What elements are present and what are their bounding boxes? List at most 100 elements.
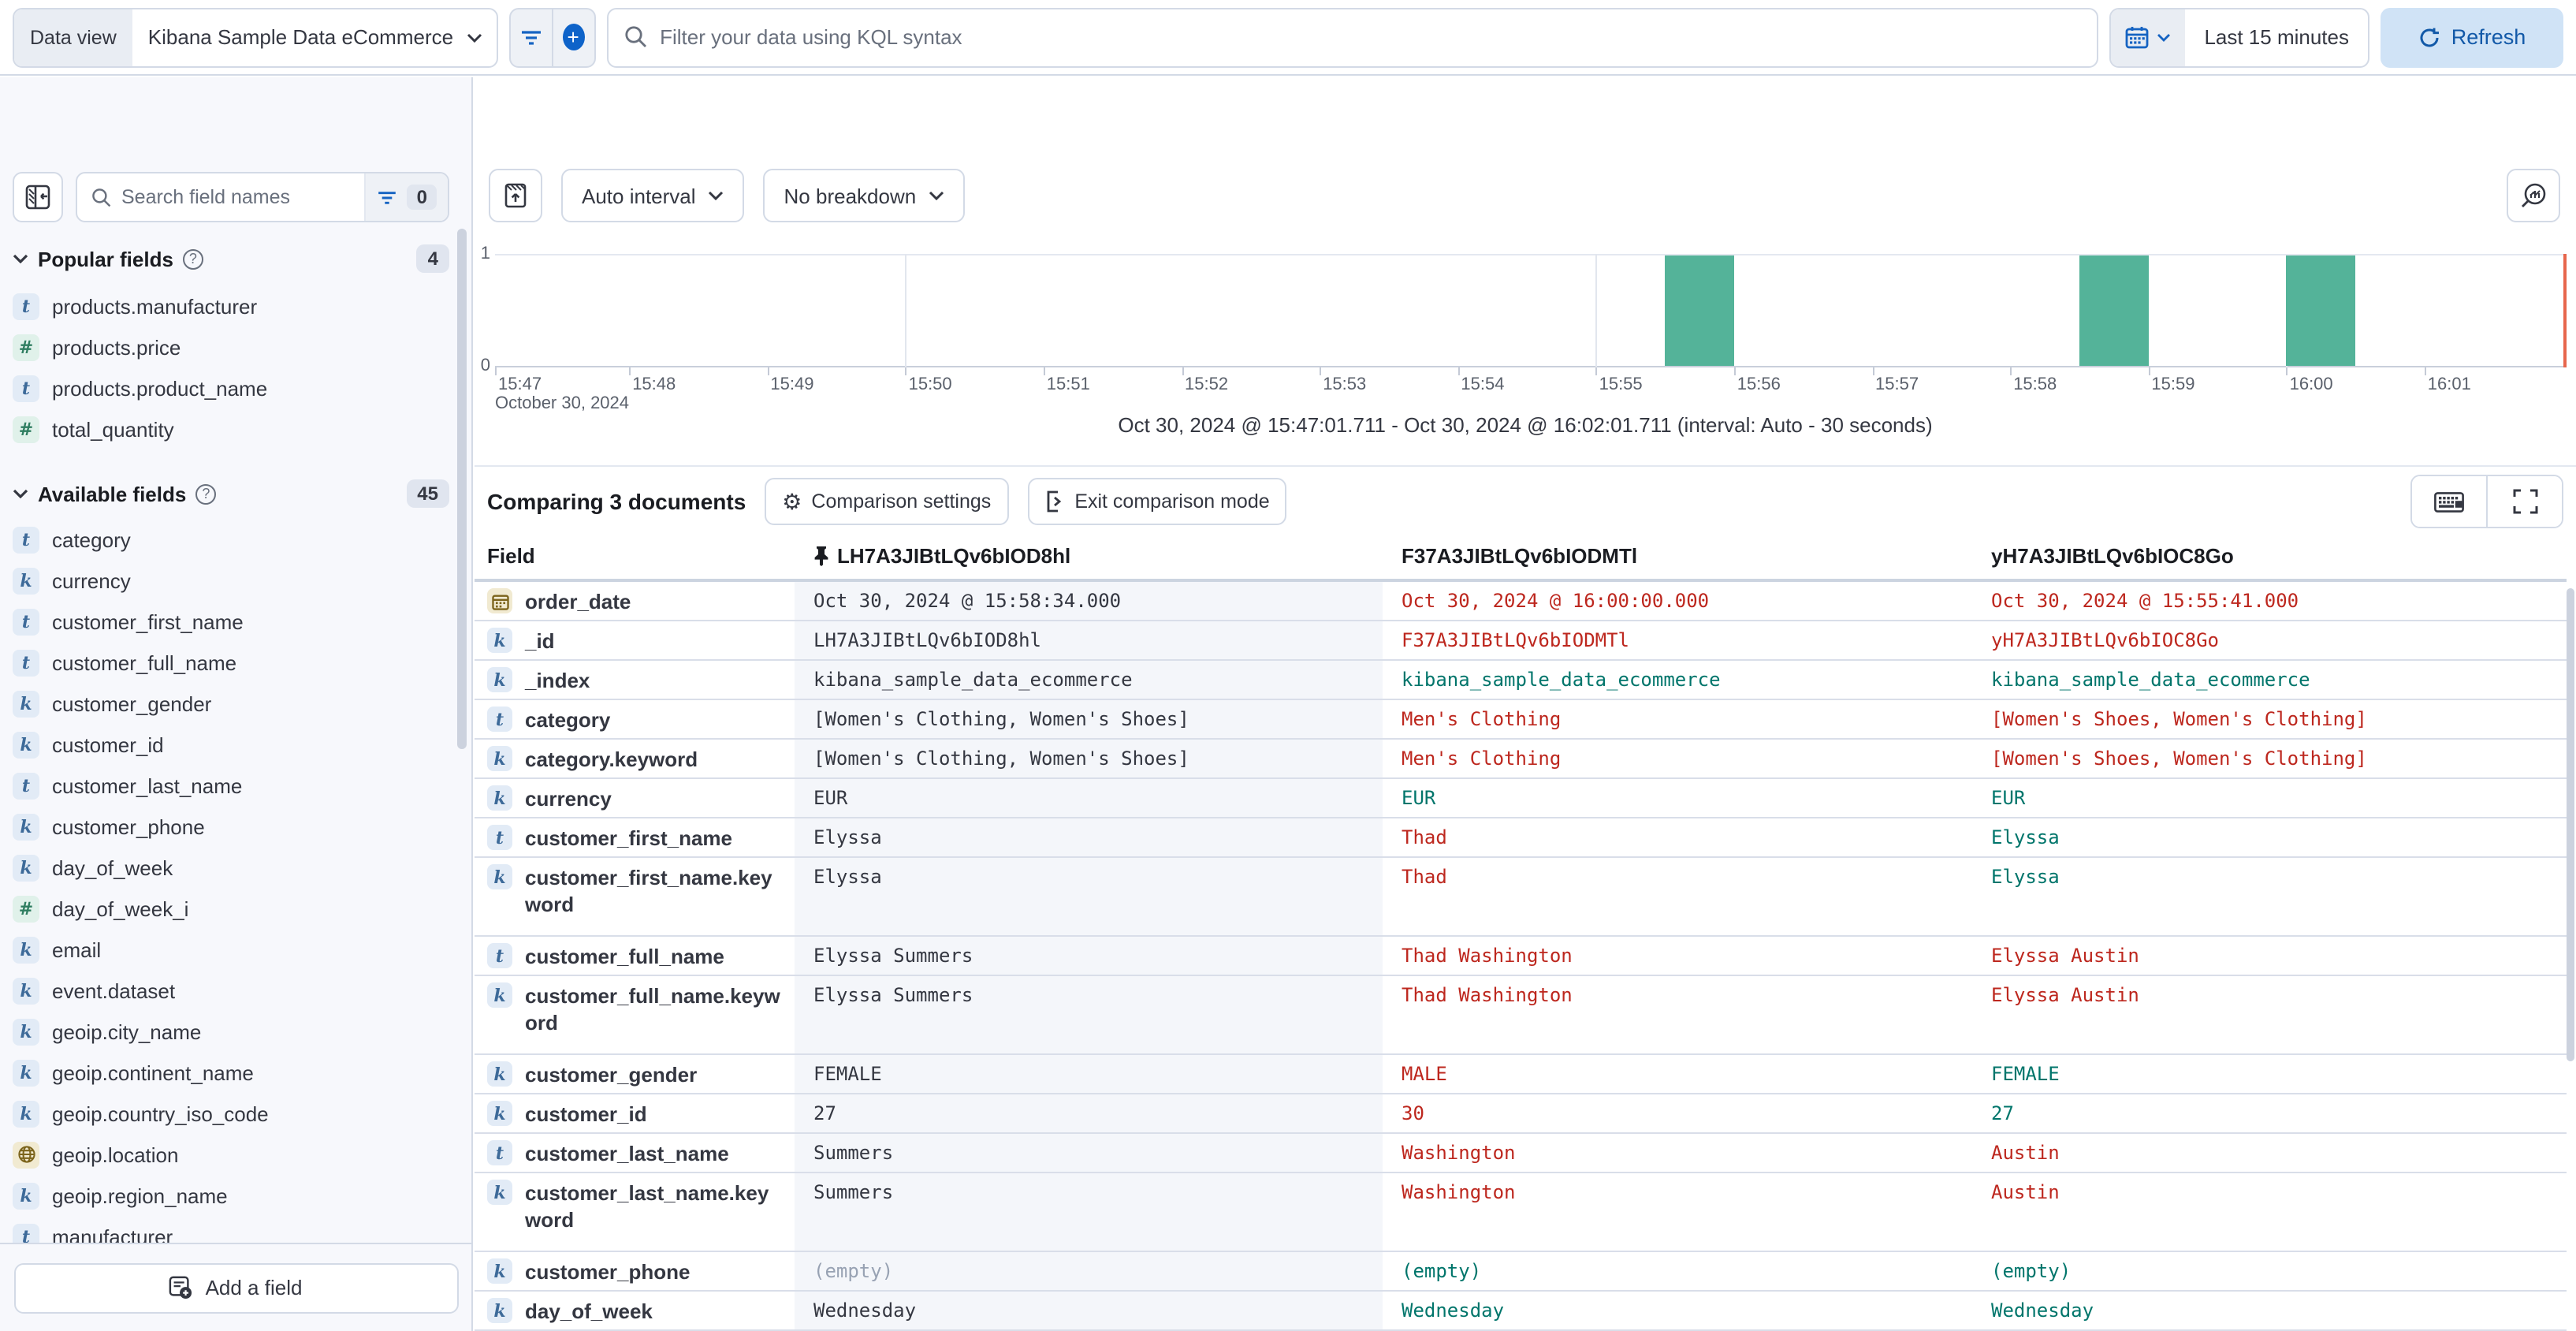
field-search-input[interactable]: Search field names 0: [76, 172, 449, 222]
table-row[interactable]: k category.keyword [Women's Clothing, Wom…: [475, 740, 2567, 779]
add-filter-button[interactable]: +: [553, 9, 594, 65]
keyword-field-icon: k: [487, 628, 512, 653]
sidebar-scrollbar[interactable]: [457, 229, 467, 749]
x-axis-tick: [495, 367, 497, 375]
pinned-doc-value-cell: [Women's Clothing, Women's Shoes]: [795, 700, 1383, 738]
field-list-item[interactable]: # total_quantity: [13, 408, 449, 449]
current-time-marker: [2563, 254, 2567, 367]
table-row[interactable]: t customer_first_name Elyssa Thad Elyssa: [475, 818, 2567, 858]
popular-fields-header[interactable]: Popular fields ? 4: [13, 243, 449, 274]
divider: [475, 465, 2576, 467]
comparison-settings-button[interactable]: ⚙ Comparison settings: [765, 478, 1009, 525]
field-list-item[interactable]: k currency: [13, 560, 449, 601]
field-list-item[interactable]: k customer_phone: [13, 806, 449, 847]
number-field-icon: #: [13, 895, 39, 922]
field-filter-button[interactable]: 0: [364, 173, 448, 221]
table-row[interactable]: k customer_last_name.keyword Summers Wash…: [475, 1173, 2567, 1252]
text-field-icon: t: [13, 293, 39, 319]
doc-value-cell-3: 27: [1991, 1102, 2014, 1124]
keyword-field-icon: k: [13, 1018, 39, 1045]
histogram-bar[interactable]: [2079, 255, 2149, 366]
table-row[interactable]: k customer_phone (empty) (empty) (empty): [475, 1252, 2567, 1292]
field-list-item[interactable]: k customer_gender: [13, 683, 449, 724]
doc-value-cell-3: Oct 30, 2024 @ 15:55:41.000: [1991, 590, 2299, 612]
table-scrollbar[interactable]: [2567, 588, 2574, 1061]
doc-column-header-2[interactable]: F37A3JIBtLQv6bIODMTl: [1383, 544, 1972, 568]
collapse-sidebar-button[interactable]: [13, 172, 63, 222]
field-name-label: geoip.continent_name: [52, 1061, 254, 1084]
data-view-picker[interactable]: Data view Kibana Sample Data eCommerce: [13, 7, 498, 67]
pinned-doc-value-cell: Elyssa Summers: [795, 937, 1383, 975]
histogram-controls: Auto interval No breakdown: [489, 169, 966, 222]
doc-value-cell-3: EUR: [1991, 787, 2026, 809]
field-list-item[interactable]: t products.product_name: [13, 367, 449, 408]
filter-menu-button[interactable]: [510, 9, 551, 65]
exit-comparison-button[interactable]: Exit comparison mode: [1027, 478, 1287, 525]
table-row[interactable]: k _id LH7A3JIBtLQv6bIOD8hl F37A3JIBtLQv6b…: [475, 621, 2567, 661]
field-list-item[interactable]: k geoip.country_iso_code: [13, 1093, 449, 1134]
field-list-item[interactable]: k geoip.city_name: [13, 1011, 449, 1052]
kql-search-input[interactable]: Filter your data using KQL syntax: [606, 7, 2099, 67]
kql-placeholder: Filter your data using KQL syntax: [660, 25, 962, 49]
table-row[interactable]: t category [Women's Clothing, Women's Sho…: [475, 700, 2567, 740]
table-row[interactable]: k customer_id 27 30 27: [475, 1094, 2567, 1134]
field-list-item[interactable]: k customer_id: [13, 724, 449, 765]
field-list-item[interactable]: t customer_last_name: [13, 765, 449, 806]
histogram-bar[interactable]: [1665, 255, 1734, 366]
field-list-item[interactable]: k geoip.region_name: [13, 1175, 449, 1216]
refresh-label: Refresh: [2451, 25, 2526, 49]
keyboard-shortcuts-button[interactable]: [2412, 476, 2486, 527]
table-row[interactable]: k currency EUR EUR EUR: [475, 779, 2567, 818]
field-name-label: products.product_name: [52, 376, 268, 400]
field-list-item[interactable]: # day_of_week_i: [13, 888, 449, 929]
x-axis-tick: [1595, 367, 1598, 375]
keyword-field-icon: k: [487, 1180, 512, 1205]
field-name-cell: t customer_last_name: [475, 1134, 795, 1172]
exit-icon: [1044, 490, 1065, 513]
table-row[interactable]: k customer_gender FEMALE MALE FEMALE: [475, 1055, 2567, 1094]
field-list-item[interactable]: k email: [13, 929, 449, 970]
date-quick-select-button[interactable]: [2111, 9, 2186, 65]
time-range-value[interactable]: Last 15 minutes: [2204, 25, 2349, 49]
interval-dropdown[interactable]: Auto interval: [561, 169, 745, 222]
doc-value-cell-3: Elyssa: [1991, 826, 2060, 848]
field-list-item[interactable]: geoip.location: [13, 1134, 449, 1175]
field-name-label: customer_id: [525, 1102, 647, 1126]
pinned-doc-column-header[interactable]: LH7A3JIBtLQv6bIOD8hl: [795, 544, 1383, 568]
available-fields-header[interactable]: Available fields ? 45: [13, 478, 449, 509]
doc-value-cell-3: Wednesday: [1991, 1299, 2094, 1322]
table-row[interactable]: k customer_full_name.keyword Elyssa Summe…: [475, 976, 2567, 1055]
doc-column-header-3[interactable]: yH7A3JIBtLQv6bIOC8Go: [1972, 544, 2567, 568]
field-name-label: customer_gender: [52, 692, 212, 715]
histogram-bar[interactable]: [2286, 255, 2356, 366]
table-row[interactable]: k customer_first_name.keyword Elyssa Thad…: [475, 858, 2567, 937]
field-name-label: customer_phone: [525, 1260, 691, 1284]
breakdown-dropdown-label: No breakdown: [784, 184, 917, 207]
field-list-item[interactable]: k event.dataset: [13, 970, 449, 1011]
fullscreen-button[interactable]: [2488, 476, 2562, 527]
refresh-button[interactable]: Refresh: [2381, 7, 2563, 67]
field-list-item[interactable]: # products.price: [13, 326, 449, 367]
y-axis-tick-0: 0: [480, 356, 490, 375]
table-row[interactable]: order_date Oct 30, 2024 @ 15:58:34.000 O…: [475, 582, 2567, 621]
field-list-item[interactable]: t customer_first_name: [13, 601, 449, 642]
table-row[interactable]: k day_of_week Wednesday Wednesday Wednesd…: [475, 1292, 2567, 1331]
histogram-chart[interactable]: [495, 254, 2567, 367]
field-list-item[interactable]: t products.manufacturer: [13, 285, 449, 326]
edit-visualization-button[interactable]: [2507, 169, 2560, 222]
table-row[interactable]: t customer_last_name Summers Washington A…: [475, 1134, 2567, 1173]
table-row[interactable]: t customer_full_name Elyssa Summers Thad …: [475, 937, 2567, 976]
popular-fields-list: t products.manufacturer # products.price t…: [13, 285, 449, 449]
add-field-button[interactable]: Add a field: [13, 1262, 458, 1313]
field-name-cell: k customer_id: [475, 1094, 795, 1132]
hide-chart-button[interactable]: [489, 169, 542, 222]
field-column-header[interactable]: Field: [487, 544, 535, 568]
doc-id-label: LH7A3JIBtLQv6bIOD8hl: [837, 544, 1071, 568]
field-list-item[interactable]: k day_of_week: [13, 847, 449, 888]
field-name-label: event.dataset: [52, 979, 176, 1002]
field-list-item[interactable]: k geoip.continent_name: [13, 1052, 449, 1093]
table-row[interactable]: k _index kibana_sample_data_ecommerce kib…: [475, 661, 2567, 700]
breakdown-dropdown[interactable]: No breakdown: [763, 169, 966, 222]
field-list-item[interactable]: t customer_full_name: [13, 642, 449, 683]
field-list-item[interactable]: t category: [13, 519, 449, 560]
